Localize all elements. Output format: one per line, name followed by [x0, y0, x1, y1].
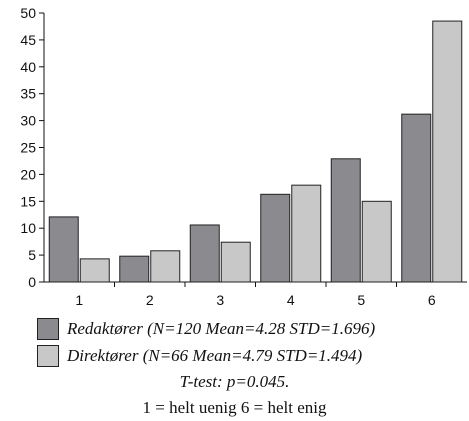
bar-series2-cat2: [150, 250, 181, 283]
legend-swatch-direktorer: [37, 345, 59, 367]
legend-item-redaktorer: Redaktører (N=120 Mean=4.28 STD=1.696): [37, 317, 375, 341]
y-tick-label: 40: [20, 59, 36, 75]
x-tick-label: 2: [146, 292, 154, 308]
y-tick-label: 45: [20, 32, 36, 48]
bar-series2-cat1: [79, 258, 110, 283]
x-tick-label: 3: [216, 292, 224, 308]
y-tick-label: 0: [28, 274, 36, 290]
chart-bars: [48, 20, 463, 283]
legend-label-direktorer: Direktører (N=66 Mean=4.79 STD=1.494): [67, 346, 363, 365]
scale-note: 1 = helt uenig 6 = helt enig: [142, 398, 327, 417]
y-tick-label: 30: [20, 113, 36, 129]
y-tick-label: 10: [20, 220, 36, 236]
t-test-note: T-test: p=0.045.: [179, 372, 290, 391]
x-tick-label: 6: [428, 292, 436, 308]
bar-series1-cat6: [401, 113, 432, 283]
bar-series1-cat5: [330, 158, 361, 283]
y-tick-label: 35: [20, 86, 36, 102]
legend-swatch-redaktorer: [37, 318, 59, 340]
bar-series1-cat1: [48, 216, 79, 283]
bar-series2-cat3: [220, 241, 251, 283]
bar-series1-cat3: [189, 224, 220, 283]
bar-series2-cat4: [291, 184, 322, 283]
bar-series1-cat2: [119, 255, 150, 283]
bar-series2-cat6: [432, 20, 463, 283]
legend-item-direktorer: Direktører (N=66 Mean=4.79 STD=1.494): [37, 344, 362, 368]
y-tick-label: 25: [20, 140, 36, 156]
bar-series1-cat4: [260, 193, 291, 283]
x-tick-label: 5: [357, 292, 365, 308]
x-tick-label: 4: [287, 292, 295, 308]
y-tick-label: 15: [20, 193, 36, 209]
y-tick-label: 20: [20, 166, 36, 182]
bar-series2-cat5: [361, 200, 392, 283]
y-tick-label: 50: [20, 5, 36, 21]
y-tick-label: 5: [28, 247, 36, 263]
legend-label-redaktorer: Redaktører (N=120 Mean=4.28 STD=1.696): [67, 319, 376, 338]
x-tick-label: 1: [75, 292, 83, 308]
